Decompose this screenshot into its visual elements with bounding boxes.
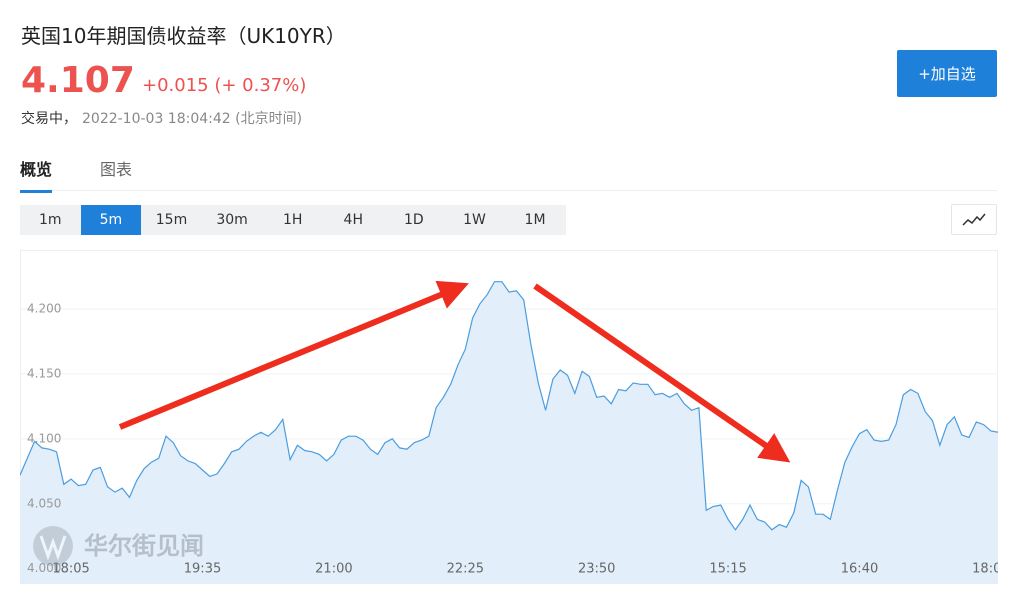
interval-button[interactable]: 1D (404, 212, 424, 228)
interval-button[interactable]: 1M (524, 212, 546, 228)
change-percent: (+ 0.37%) (214, 75, 307, 96)
interval-button[interactable]: 15m (155, 212, 188, 228)
tab[interactable]: 图表 (100, 160, 133, 179)
line-icon (962, 213, 986, 226)
watermark-logo (33, 526, 73, 566)
status: 交易中， (21, 111, 77, 127)
price: 4.107 (21, 60, 135, 101)
timestamp: 2022-10-03 18:04:42 (北京时间) (82, 111, 303, 127)
x-tick-label: 23:50 (578, 562, 615, 577)
interval-button[interactable]: 1W (463, 212, 486, 228)
annotation-arrow (533, 283, 791, 463)
x-tick-label: 19:35 (184, 562, 221, 577)
chart-style-button[interactable] (951, 204, 997, 235)
line (20, 281, 998, 531)
interval-button[interactable]: 1m (39, 212, 62, 228)
change-value: +0.015 (142, 75, 209, 96)
title: 英国10年期国债收益率（UK10YR） (21, 24, 346, 48)
annotation-arrow (118, 280, 469, 430)
y-tick-label: 4.200 (27, 301, 61, 315)
interval-bar: 1m 5m 15m 30m 1H 4H 1D 1W 1M (20, 205, 566, 235)
interval-button[interactable]: 4H (343, 212, 363, 228)
x-tick-label: 21:00 (315, 562, 352, 577)
watermark: 华尔街见闻 (84, 532, 204, 560)
interval-button[interactable]: 5m (80, 205, 142, 235)
tab[interactable]: 概览 (20, 156, 53, 193)
change: +0.015 (+ 0.37%) (142, 75, 306, 96)
area (20, 281, 998, 583)
plot: 4.000 4.050 4.100 4.150 4.200 18:05 19:35 21:00… (20, 281, 1009, 583)
interval-button[interactable]: 30m (216, 212, 248, 228)
tabs: 概览 图表 (20, 156, 997, 193)
y-tick-label: 4.050 (27, 496, 61, 510)
interval-button[interactable]: 1H (282, 212, 303, 228)
x-tick-label: 18:05 (52, 562, 89, 577)
y-tick-label: 4.100 (27, 431, 61, 445)
x-tick-label: 15:15 (709, 562, 746, 577)
y-tick-label: 4.000 (27, 561, 61, 575)
x-tick-label: 16:40 (841, 562, 878, 577)
x-tick-label: 22:25 (447, 562, 484, 577)
y-tick-label: 4.150 (27, 366, 61, 380)
x-tick-label: 18:05 (972, 562, 1009, 577)
add-watchlist-button[interactable]: +加自选 (897, 50, 997, 97)
